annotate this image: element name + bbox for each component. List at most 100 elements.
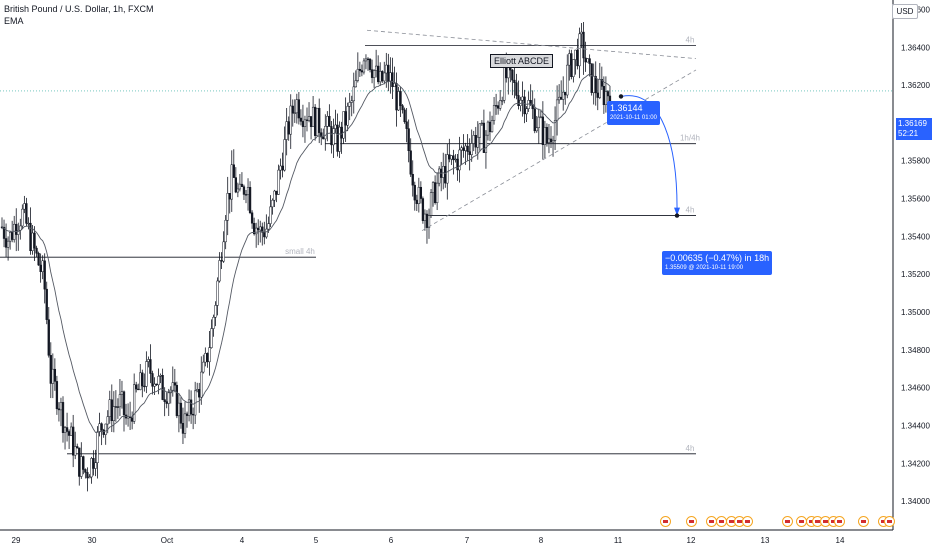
candle-body-76 — [155, 383, 158, 386]
candle-body-123 — [250, 212, 254, 224]
candle-body-24 — [49, 355, 52, 384]
event-flag-icon[interactable] — [834, 516, 845, 527]
ema-line — [1, 73, 611, 433]
candle-body-111 — [226, 193, 229, 221]
event-flag-icon[interactable] — [884, 516, 895, 527]
projection-target: 1.35509 @ 2021-10-11 19:00 — [665, 265, 744, 271]
time-tick-5: 6 — [389, 536, 394, 545]
candle-body-49 — [100, 423, 103, 431]
candle-body-259 — [527, 100, 530, 109]
candle-body-221 — [450, 155, 453, 160]
candle-body-205 — [417, 186, 420, 204]
candle-body-163 — [332, 128, 335, 146]
candle-body-207 — [421, 198, 425, 221]
event-flag-icon[interactable] — [858, 516, 869, 527]
candle-body-293 — [596, 92, 599, 98]
projection-end-point — [674, 213, 680, 218]
candle-body-164 — [334, 124, 337, 129]
candle-body-166 — [338, 126, 341, 152]
candle-body-90 — [183, 413, 187, 434]
time-tick-6: 7 — [465, 536, 470, 545]
indicator-legend-ema[interactable]: EMA — [4, 16, 24, 26]
candle-body-52 — [106, 416, 109, 425]
candle-body-191 — [389, 72, 392, 82]
level-label-0: 4h — [686, 35, 695, 44]
candle-body-129 — [263, 232, 266, 238]
candle-body-133 — [271, 199, 274, 208]
candle-body-200 — [407, 128, 410, 152]
event-flag-icon[interactable] — [782, 516, 793, 527]
candle-body-219 — [446, 154, 449, 184]
event-flag-icon[interactable] — [686, 516, 697, 527]
currency-button[interactable]: USD — [892, 4, 918, 19]
candle-body-64 — [130, 417, 134, 422]
candle-body-289 — [588, 58, 591, 64]
candle-body-213 — [433, 182, 437, 203]
time-tick-0: 29 — [12, 536, 21, 545]
candle-body-122 — [248, 187, 252, 214]
candle-body-155 — [316, 107, 319, 136]
candle-body-19 — [39, 264, 42, 272]
candle-body-88 — [179, 402, 183, 424]
candle-body-226 — [460, 147, 463, 151]
level-label-2: 4h — [686, 206, 695, 215]
callout-price: 1.36144 — [610, 103, 643, 113]
candle-body-204 — [415, 199, 418, 204]
candle-body-239 — [486, 121, 490, 136]
candle-body-241 — [490, 120, 494, 133]
candle-body-5 — [11, 232, 14, 240]
candle-body-214 — [435, 182, 439, 203]
candle-body-128 — [261, 226, 264, 233]
candle-body-98 — [200, 371, 203, 398]
candle-body-60 — [122, 391, 126, 416]
event-flag-icon[interactable] — [742, 516, 753, 527]
candle-body-287 — [584, 57, 587, 63]
candle-body-183 — [372, 70, 376, 78]
candle-body-59 — [120, 391, 124, 395]
candle-body-144 — [293, 112, 296, 114]
candle-body-197 — [401, 105, 404, 111]
candle-body-147 — [299, 117, 303, 122]
candle-body-75 — [153, 383, 156, 387]
candle-body-25 — [51, 368, 54, 384]
candle-body-157 — [320, 132, 323, 138]
candle-body-101 — [206, 353, 209, 363]
candle-body-149 — [303, 119, 307, 127]
candle-body-100 — [204, 353, 207, 363]
projection-start-point — [618, 94, 624, 99]
candle-body-146 — [297, 99, 301, 119]
candle-body-243 — [494, 105, 498, 107]
candle-body-173 — [352, 86, 355, 102]
candle-body-139 — [283, 139, 286, 171]
candle-body-296 — [602, 86, 606, 106]
candle-body-34 — [69, 426, 73, 436]
candle-body-15 — [31, 232, 34, 252]
candle-body-186 — [379, 71, 382, 83]
candle-body-195 — [397, 91, 400, 111]
level-label-1: 1h/4h — [680, 134, 700, 143]
candle-body-264 — [537, 116, 540, 128]
candle-body-69 — [141, 372, 144, 387]
candle-body-176 — [358, 68, 362, 71]
candle-body-36 — [74, 446, 77, 456]
candle-body-132 — [269, 206, 272, 224]
price-point-callout[interactable]: 1.36144 2021-10-11 01:00 — [607, 101, 660, 125]
candle-body-117 — [238, 183, 242, 190]
candle-body-232 — [472, 134, 475, 144]
candle-body-167 — [340, 126, 343, 139]
candle-body-286 — [582, 31, 585, 59]
projection-callout[interactable]: −0.00635 (−0.47%) in 18h 1.35509 @ 2021-… — [662, 251, 773, 275]
candle-body-210 — [427, 215, 431, 228]
symbol-title[interactable]: British Pound / U.S. Dollar, 1h, FXCM — [4, 4, 154, 14]
candle-body-158 — [322, 136, 325, 140]
candle-body-242 — [492, 105, 496, 121]
projection-arrowhead — [674, 207, 680, 216]
elliott-pattern-label[interactable]: Elliott ABCDE — [490, 54, 554, 68]
price-tick-5: 1.35600 — [901, 195, 930, 204]
time-tick-9: 12 — [687, 536, 696, 545]
time-tick-10: 13 — [761, 536, 770, 545]
event-flag-icon[interactable] — [660, 516, 671, 527]
candle-body-29 — [59, 402, 63, 411]
